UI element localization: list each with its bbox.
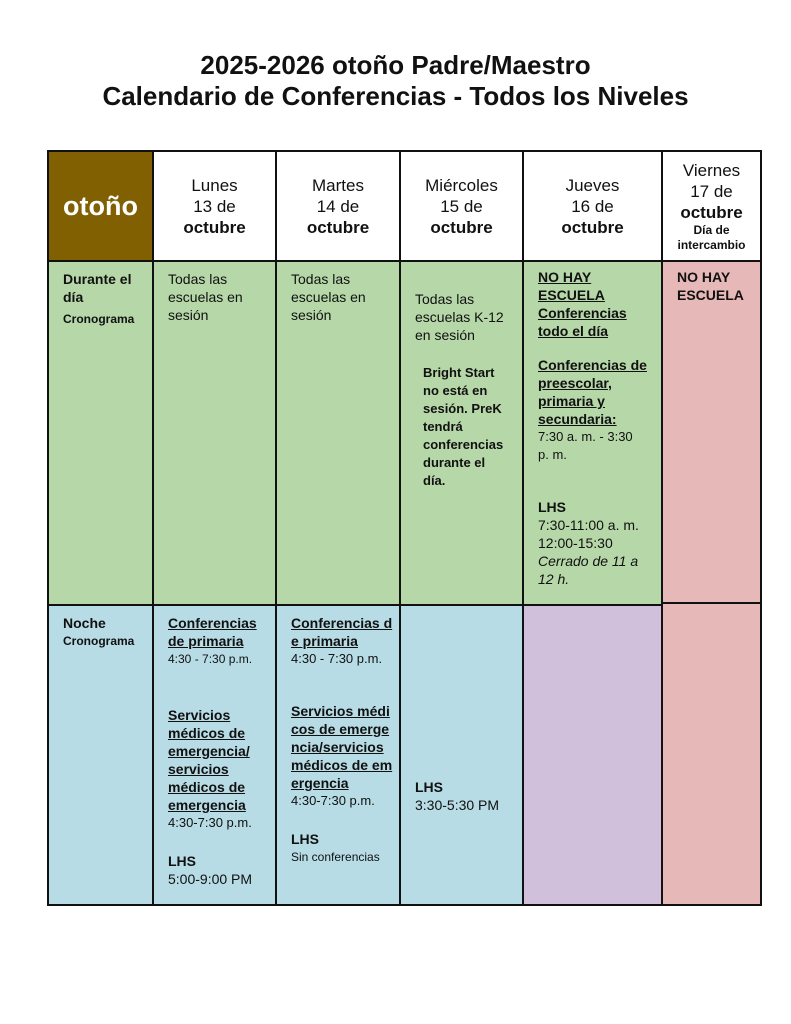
header-monday: Lunes 13 de octubre <box>152 150 277 262</box>
night-monday: Conferencias de primaria 4:30 - 7:30 p.m.… <box>152 604 277 906</box>
night-thursday <box>522 604 663 906</box>
night-row-label: Noche Cronograma <box>47 604 154 906</box>
day-wednesday: Todas las escuelas K-12 en sesión Bright … <box>399 260 524 606</box>
day-row: Durante el día Cronograma Todas las escue… <box>47 260 762 906</box>
night-row: Noche Cronograma Conferencias de primaria… <box>47 604 761 906</box>
document-title: 2025-2026 otoño Padre/Maestro Calendario… <box>0 50 791 112</box>
header-row: otoño Lunes 13 de octubre Martes 14 de octub… <box>47 150 762 262</box>
day-thursday: NO HAY ESCUELA Conferencias todo el día C… <box>522 260 663 606</box>
friday-cell: NO HAY ESCUELA <box>661 260 762 906</box>
season-cell: otoño <box>47 150 154 262</box>
night-tuesday: Conferencias de primaria 4:30 - 7:30 p.m.… <box>275 604 401 906</box>
title-line-1: 2025-2026 otoño Padre/Maestro <box>200 50 591 80</box>
title-line-2: Calendario de Conferencias - Todos los N… <box>102 81 689 111</box>
header-thursday: Jueves 16 de octubre <box>522 150 663 262</box>
header-friday: Viernes 17 de octubre Día de intercambio <box>661 150 762 262</box>
day-monday: Todas las escuelas en sesión <box>152 260 277 606</box>
day-tuesday: Todas las escuelas en sesión <box>275 260 401 606</box>
night-wednesday: LHS 3:30-5:30 PM <box>399 604 524 906</box>
conference-calendar-table: otoño Lunes 13 de octubre Martes 14 de octub… <box>47 150 762 906</box>
header-tuesday: Martes 14 de octubre <box>275 150 401 262</box>
header-wednesday: Miércoles 15 de octubre <box>399 150 524 262</box>
day-row-label: Durante el día Cronograma <box>47 260 154 606</box>
